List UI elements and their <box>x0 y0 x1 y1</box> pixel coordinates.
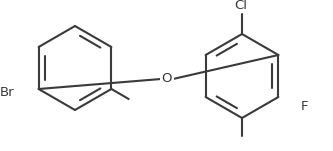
Text: O: O <box>162 72 172 85</box>
Text: F: F <box>301 101 308 114</box>
Text: Br: Br <box>0 85 14 98</box>
Text: Cl: Cl <box>234 0 247 12</box>
